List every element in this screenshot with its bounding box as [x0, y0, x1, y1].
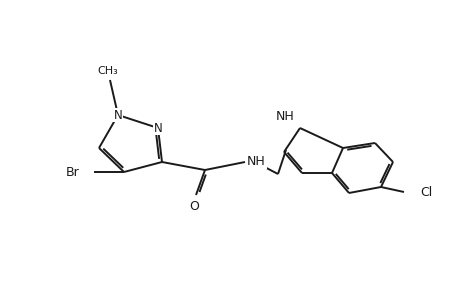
- Text: N: N: [153, 122, 162, 134]
- Text: NH: NH: [246, 154, 265, 167]
- Text: Cl: Cl: [419, 185, 431, 199]
- Text: N: N: [113, 109, 122, 122]
- Text: Br: Br: [66, 166, 80, 178]
- Text: O: O: [189, 200, 198, 213]
- Text: CH₃: CH₃: [97, 66, 118, 76]
- Text: NH: NH: [276, 110, 294, 123]
